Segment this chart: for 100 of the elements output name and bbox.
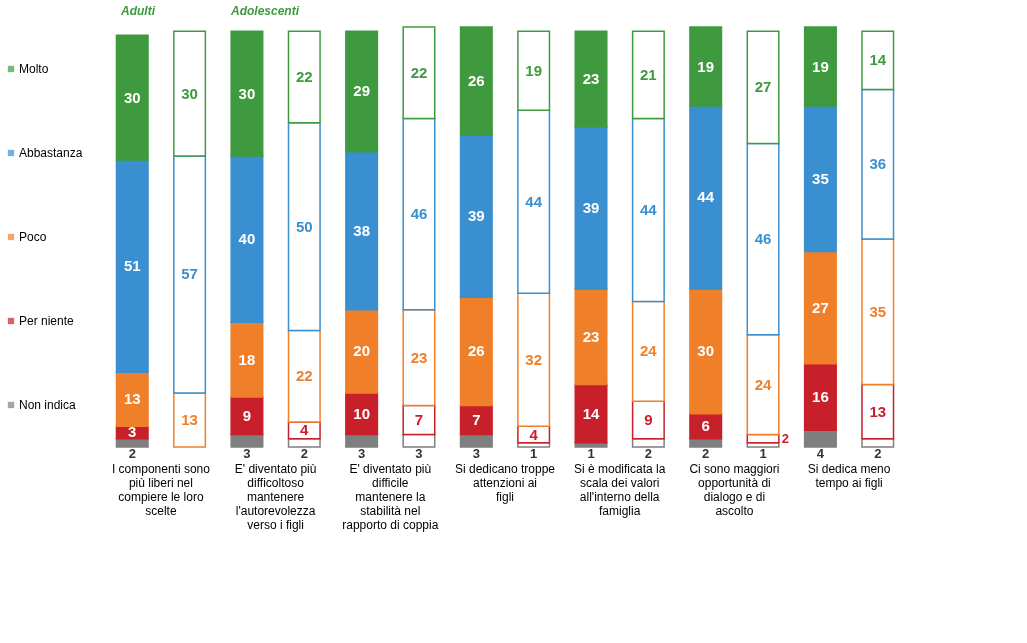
- data-label: 23: [410, 348, 428, 366]
- x-tick-label: I componenti sono più liberi nel compiere le loro scelte: [111, 461, 211, 518]
- data-label: 30: [697, 342, 715, 360]
- data-label: 4: [816, 446, 825, 461]
- data-label: 14: [869, 51, 887, 69]
- bar: [803, 105, 837, 253]
- data-label: 23: [582, 327, 600, 345]
- data-label: 3: [128, 423, 137, 441]
- data-label: 35: [812, 169, 829, 187]
- bar: [574, 126, 608, 290]
- data-label: 44: [697, 188, 715, 206]
- data-label: 2: [702, 446, 710, 461]
- x-tick-label: E' diventato più difficile mantenere la stabilità nel rapporto di coppia: [342, 461, 439, 532]
- data-label: 46: [754, 230, 772, 248]
- data-label: 36: [869, 155, 887, 173]
- bar: [230, 155, 264, 323]
- bar: [803, 363, 837, 432]
- data-label: 4: [529, 425, 539, 443]
- bar: [803, 250, 837, 365]
- data-label: 27: [812, 298, 829, 316]
- data-label: 39: [582, 198, 600, 216]
- bar: [230, 30, 264, 157]
- data-label: 35: [869, 302, 887, 320]
- data-label: 32: [525, 350, 543, 368]
- data-label: 27: [754, 78, 772, 96]
- bar: [115, 159, 149, 373]
- data-label: 3: [358, 446, 366, 461]
- data-label: 18: [238, 350, 256, 368]
- data-label: 2: [128, 446, 136, 461]
- bar: [689, 437, 723, 448]
- data-label: 1: [530, 446, 538, 461]
- bar: [574, 383, 608, 444]
- data-label: 10: [353, 404, 370, 422]
- bar: [230, 396, 264, 436]
- data-label: 3: [472, 446, 480, 461]
- data-label: 39: [467, 207, 485, 225]
- data-label: 16: [812, 388, 829, 406]
- data-label: 3: [415, 446, 423, 461]
- data-label: 3: [243, 446, 251, 461]
- data-label: 21: [640, 65, 657, 83]
- bar: [459, 134, 493, 299]
- data-label: 57: [181, 265, 198, 283]
- text: Adulti: [120, 4, 156, 18]
- bar: [574, 288, 608, 386]
- bar: [230, 321, 264, 398]
- data-label: 26: [467, 72, 485, 90]
- bar: [689, 26, 723, 107]
- data-label: 2: [874, 446, 882, 461]
- data-label: 50: [295, 217, 313, 235]
- legend-label: Molto: [19, 62, 49, 76]
- data-label: 30: [181, 84, 198, 102]
- data-label: 30: [238, 84, 256, 102]
- data-label: 30: [123, 88, 141, 106]
- data-label: 1: [587, 446, 595, 461]
- x-tick-label: Ci sono maggiori opportunità di dialogo e di ascolto: [689, 461, 780, 518]
- bar: [115, 437, 149, 448]
- bar: [459, 404, 493, 436]
- bar: [115, 371, 149, 427]
- data-label: 24: [754, 375, 773, 393]
- data-label: 2: [300, 446, 308, 461]
- x-tick-label: E' diventato più difficoltoso mantenere l'autorevolezza verso i figli: [234, 461, 317, 532]
- data-label: 4: [300, 421, 310, 439]
- data-label: 6: [701, 417, 710, 435]
- legend-label: Non indica: [19, 398, 77, 412]
- data-label: 1: [759, 446, 767, 461]
- data-label: 2: [781, 430, 790, 446]
- bar: [345, 309, 379, 394]
- bar: [459, 433, 493, 448]
- data-label: 44: [640, 200, 658, 218]
- data-label: 7: [414, 410, 424, 428]
- bar: [574, 30, 608, 128]
- data-label: 19: [812, 57, 829, 75]
- data-label: 7: [472, 410, 481, 428]
- x-tick-label: Si dedica meno tempo ai figli: [807, 461, 891, 490]
- bar: [345, 151, 379, 311]
- bar: [345, 433, 379, 448]
- bar: [345, 30, 379, 153]
- data-label: 26: [467, 342, 485, 360]
- legend-label: Per niente: [19, 314, 75, 328]
- legend-label: Poco: [19, 230, 47, 244]
- data-label: 19: [525, 61, 543, 79]
- x-tick-label: Si dedicano troppe attenzioni ai figli: [454, 461, 556, 504]
- data-label: 51: [123, 257, 141, 275]
- data-label: 22: [295, 367, 313, 385]
- bar: [459, 26, 493, 136]
- bar: [230, 433, 264, 448]
- text: Adolescenti: [230, 4, 300, 18]
- data-label: 13: [123, 390, 141, 408]
- data-label: 13: [869, 402, 887, 420]
- data-label: 9: [242, 406, 252, 424]
- data-label: 29: [353, 82, 370, 100]
- data-label: 19: [697, 57, 715, 75]
- data-label: 24: [640, 342, 658, 360]
- bar: [115, 34, 149, 161]
- data-label: 9: [644, 410, 653, 428]
- bar: [459, 296, 493, 407]
- bar: [803, 26, 837, 107]
- data-label: 40: [238, 230, 256, 248]
- data-label: 20: [353, 342, 370, 360]
- data-label: 22: [295, 67, 313, 85]
